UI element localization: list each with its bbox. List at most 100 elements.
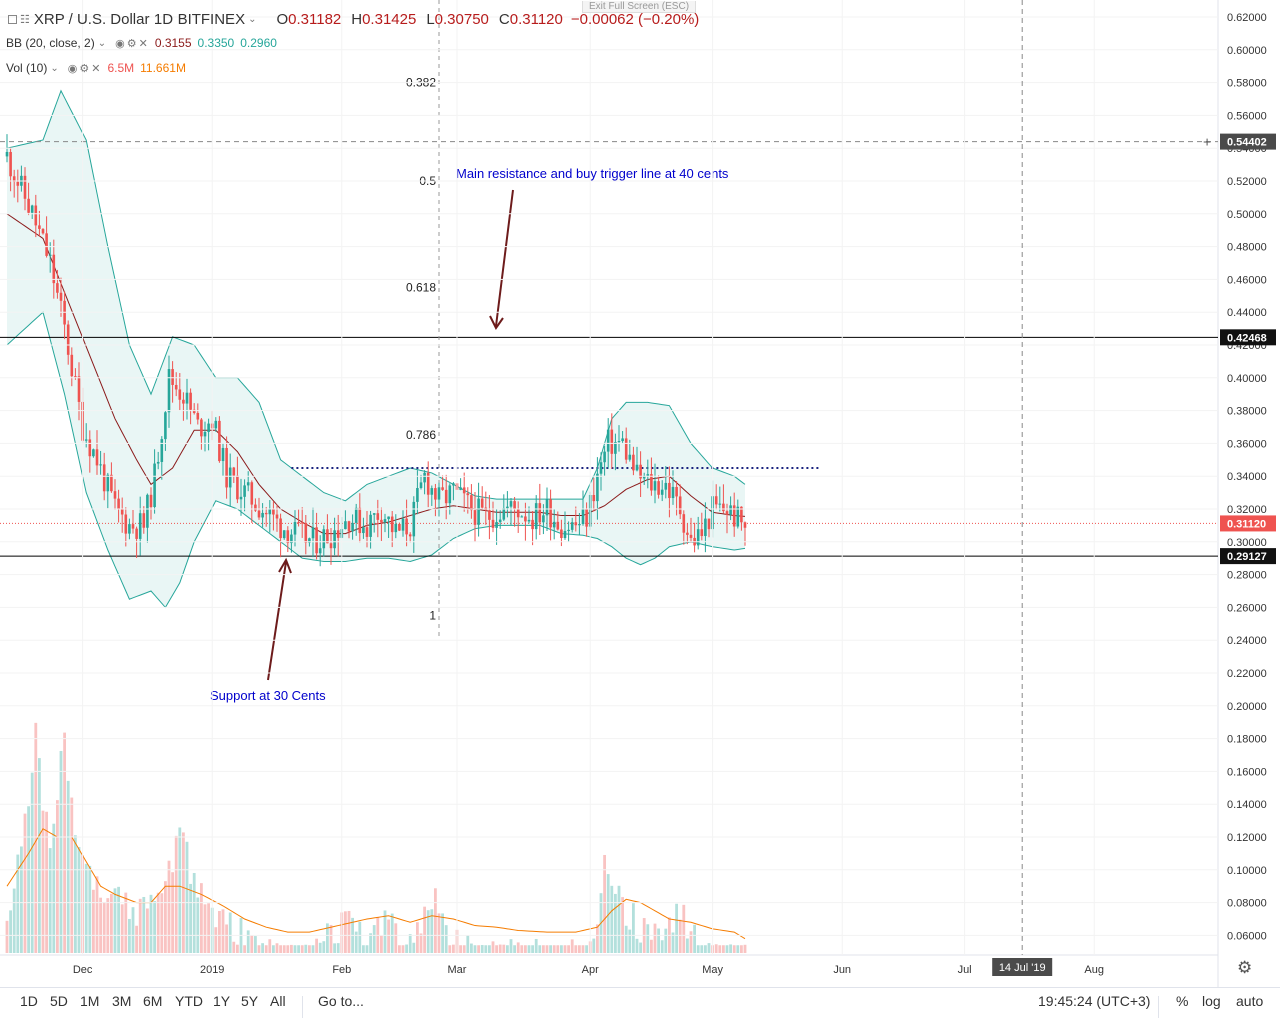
bb-row: BB (20, close, 2) ⌄ ◉ ⚙ ✕ 0.3155 0.3350 … [6,36,277,50]
collapse-icon[interactable] [8,14,17,24]
interval[interactable]: 1D [153,10,174,28]
volume-bar [214,927,218,953]
y-tick-label: 0.30000 [1227,537,1267,549]
volume-bar [38,758,41,953]
crosshair-price-label: 0.54402 [1227,137,1267,149]
eye-icon[interactable]: ◉ [115,37,125,50]
volume-bar [416,922,419,953]
candle-body [225,447,228,488]
close-icon[interactable]: ✕ [91,62,101,75]
volume-bar [142,896,146,953]
candle-body [146,494,149,528]
volume-bar [156,892,160,953]
candle-body [362,527,365,534]
candle-body [185,392,189,404]
candle-body [394,523,398,533]
range-3m-button[interactable]: 3M [112,993,132,1009]
symbol-name[interactable]: XRP / U.S. Dollar [33,10,150,28]
candle-body [160,439,164,462]
vol-label[interactable]: Vol (10) [6,61,48,75]
settings-icon[interactable]: ⚙ [126,37,137,50]
candle-body [650,474,653,491]
range-6m-button[interactable]: 6M [143,993,163,1009]
candle-body [315,527,318,554]
volume-bar [297,945,300,953]
chevron-down-icon[interactable]: ⌄ [248,13,257,25]
candle-body [318,548,322,554]
chevron-down-icon[interactable]: ⌄ [50,62,59,74]
volume-bar [729,944,732,953]
volume-bar [293,945,297,953]
chevron-down-icon[interactable]: ⌄ [97,37,107,49]
volume-bar [664,928,668,953]
candle-body [138,513,142,539]
settings-gear-icon[interactable]: ⚙ [1237,958,1253,977]
eye-icon[interactable]: ◉ [67,62,78,75]
volume-bar [632,903,635,953]
volume-bar [448,945,452,953]
volume-bar [34,722,38,953]
volume-bar [311,945,315,953]
bottom-toolbar: 1D 5D 1M 3M 6M YTD 1Y 5Y All Go to... 19… [0,987,1280,1025]
volume-bar [621,897,624,953]
range-1m-button[interactable]: 1M [80,993,100,1009]
candle-body [437,487,441,500]
y-tick-label: 0.34000 [1227,471,1267,483]
y-tick-label: 0.36000 [1227,438,1267,450]
range-5y-button[interactable]: 5Y [241,993,259,1009]
candle-body [282,530,286,539]
volume-bar [20,846,23,953]
price-axis[interactable]: 0.620000.600000.580000.560000.540000.520… [0,12,1267,942]
volume-bar [531,945,534,953]
volume-bar [74,835,77,953]
candle-body [621,438,624,442]
candle-body [506,506,509,509]
volume-bar [524,945,527,953]
candle-body [297,522,300,524]
volume-bar [545,945,549,953]
candle-body [502,508,506,520]
candle-body [311,527,315,539]
volume-bar [5,920,9,953]
range-1d-button[interactable]: 1D [20,993,38,1009]
close-icon[interactable]: ✕ [138,37,148,50]
candle-body [203,431,207,437]
log-toggle[interactable]: log [1202,993,1221,1009]
volume-bar [232,941,236,953]
candle-body [448,485,452,504]
time-axis[interactable]: Dec 2019 Feb Mar Apr May Jun Jul Aug 14 Jul '19 [73,0,1104,976]
y-tick-label: 0.12000 [1227,832,1267,844]
range-1y-button[interactable]: 1Y [213,993,231,1009]
volume-bar [243,945,246,953]
candle-body [556,521,560,530]
volume-bar [380,935,383,953]
volume-bar [484,945,488,953]
goto-button[interactable]: Go to... [318,993,364,1009]
candle-body [624,438,628,460]
exit-fullscreen-button[interactable]: Exit Full Screen (ESC) [582,1,697,13]
candle-body [570,522,574,530]
candle-body [542,515,545,523]
y-tick-label: 0.06000 [1227,930,1267,942]
candle-body [77,376,81,402]
candle-body [416,488,419,502]
range-5d-button[interactable]: 5D [50,993,68,1009]
percent-toggle[interactable]: % [1176,993,1189,1009]
crosshair-plus-icon: + [1203,134,1211,150]
range-all-button[interactable]: All [270,993,286,1009]
volume-bar [538,945,542,953]
chart-type-icon[interactable]: ☷ [20,13,30,26]
settings-icon[interactable]: ⚙ [79,62,90,75]
volume-bar [462,945,466,953]
candle-body [635,464,639,471]
candle-body [218,420,221,462]
exchange[interactable]: BITFINEX [177,10,246,28]
fib-label: 0.618 [406,281,436,295]
range-ytd-button[interactable]: YTD [175,993,203,1009]
bb-label[interactable]: BB (20, close, 2) [6,36,95,50]
candle-body [516,508,520,518]
candle-body [9,151,12,177]
clock[interactable]: 19:45:24 (UTC+3) [1038,993,1151,1009]
auto-toggle[interactable]: auto [1236,993,1264,1009]
